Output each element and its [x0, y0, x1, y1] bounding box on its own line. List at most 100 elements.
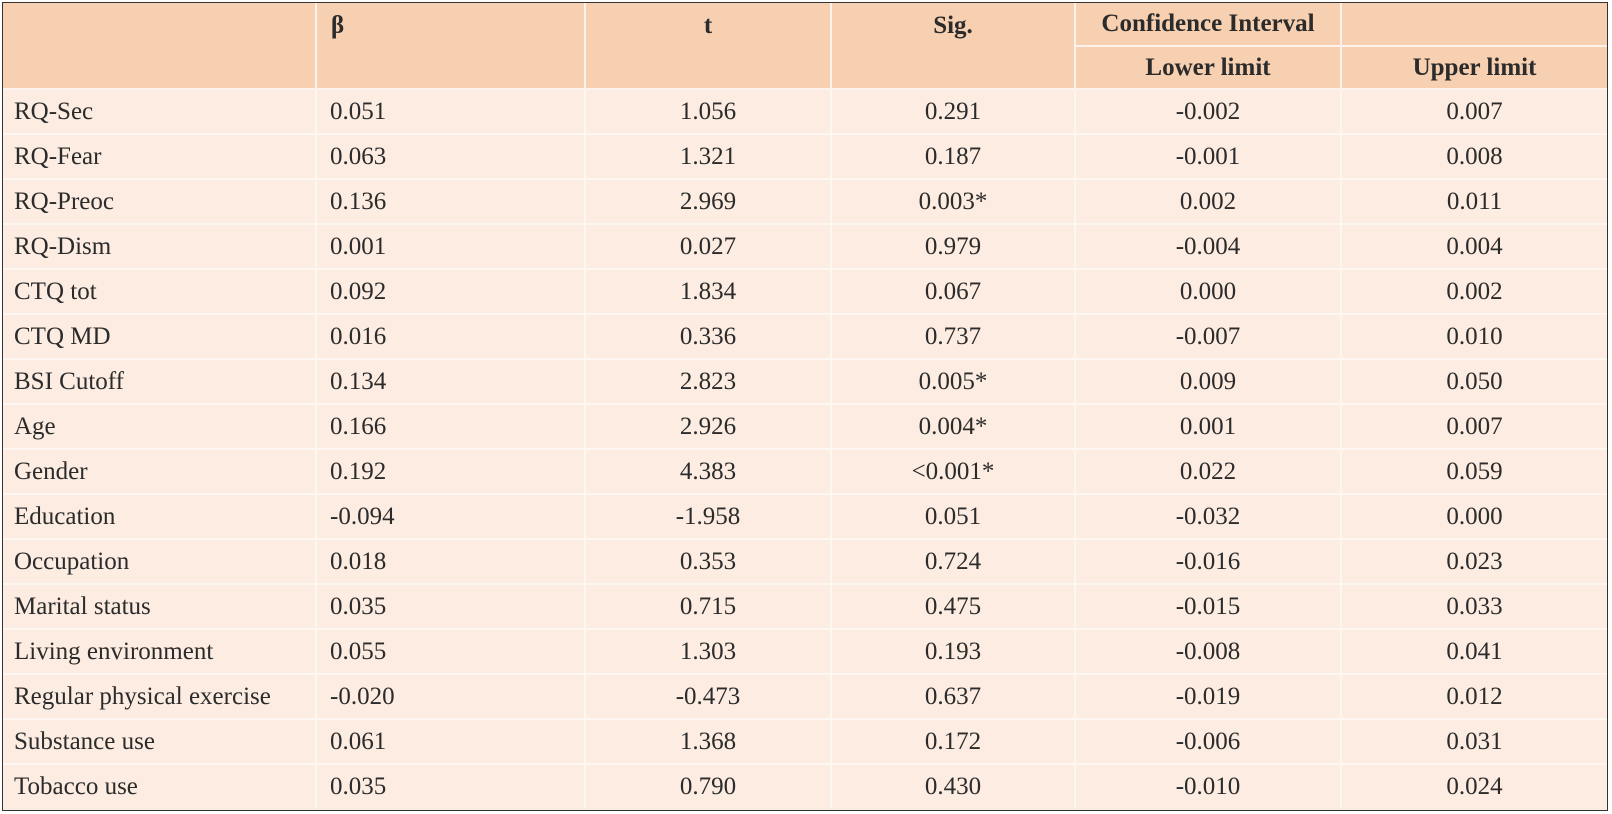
cell-upper-limit: 0.050 — [1341, 359, 1607, 405]
cell-beta: 0.016 — [316, 314, 586, 360]
header-confidence-interval-spacer — [1341, 3, 1607, 47]
cell-upper-limit: 0.023 — [1341, 539, 1607, 585]
row-label: Living environment — [3, 629, 317, 675]
cell-beta: 0.055 — [316, 629, 586, 675]
cell-beta: 0.063 — [316, 134, 586, 180]
table-row: Age 0.166 2.926 0.004* 0.001 0.007 — [3, 404, 1607, 450]
cell-t: 0.790 — [585, 764, 832, 808]
cell-sig: <0.001* — [831, 449, 1076, 495]
table-row: CTQ MD 0.016 0.336 0.737 -0.007 0.010 — [3, 314, 1607, 360]
cell-beta: -0.020 — [316, 674, 586, 720]
cell-upper-limit: 0.010 — [1341, 314, 1607, 360]
cell-upper-limit: 0.002 — [1341, 269, 1607, 315]
table-body: RQ-Sec 0.051 1.056 0.291 -0.002 0.007 RQ-Fear 0… — [3, 89, 1607, 808]
cell-lower-limit: -0.016 — [1075, 539, 1342, 585]
cell-sig: 0.067 — [831, 269, 1076, 315]
table-row: Regular physical exercise -0.020 -0.473 0.6… — [3, 674, 1607, 720]
table-row: BSI Cutoff 0.134 2.823 0.005* 0.009 0.050 — [3, 359, 1607, 405]
cell-upper-limit: 0.059 — [1341, 449, 1607, 495]
row-label: CTQ MD — [3, 314, 317, 360]
row-label: Regular physical exercise — [3, 674, 317, 720]
cell-upper-limit: 0.007 — [1341, 89, 1607, 135]
cell-lower-limit: -0.002 — [1075, 89, 1342, 135]
cell-upper-limit: 0.041 — [1341, 629, 1607, 675]
cell-lower-limit: -0.007 — [1075, 314, 1342, 360]
row-label: RQ-Sec — [3, 89, 317, 135]
cell-beta: 0.166 — [316, 404, 586, 450]
row-label: Education — [3, 494, 317, 540]
cell-lower-limit: 0.002 — [1075, 179, 1342, 225]
cell-sig: 0.051 — [831, 494, 1076, 540]
cell-t: 1.303 — [585, 629, 832, 675]
row-label: Occupation — [3, 539, 317, 585]
cell-t: 4.383 — [585, 449, 832, 495]
cell-lower-limit: -0.008 — [1075, 629, 1342, 675]
cell-sig: 0.004* — [831, 404, 1076, 450]
cell-sig: 0.475 — [831, 584, 1076, 630]
cell-lower-limit: 0.000 — [1075, 269, 1342, 315]
row-label: RQ-Preoc — [3, 179, 317, 225]
cell-beta: 0.035 — [316, 764, 586, 808]
cell-beta: 0.035 — [316, 584, 586, 630]
cell-t: 0.715 — [585, 584, 832, 630]
header-t: t — [585, 3, 832, 90]
row-label: BSI Cutoff — [3, 359, 317, 405]
cell-beta: 0.092 — [316, 269, 586, 315]
table-row: Marital status 0.035 0.715 0.475 -0.015 0.033 — [3, 584, 1607, 630]
cell-beta: 0.134 — [316, 359, 586, 405]
cell-t: -1.958 — [585, 494, 832, 540]
cell-upper-limit: 0.000 — [1341, 494, 1607, 540]
header-lower-limit: Lower limit — [1075, 46, 1342, 90]
table-row: Occupation 0.018 0.353 0.724 -0.016 0.023 — [3, 539, 1607, 585]
header-empty-cell — [3, 3, 317, 90]
cell-beta: 0.001 — [316, 224, 586, 270]
table-row: Gender 0.192 4.383 <0.001* 0.022 0.059 — [3, 449, 1607, 495]
row-label: Tobacco use — [3, 764, 317, 808]
cell-sig: 0.172 — [831, 719, 1076, 765]
table-row: CTQ tot 0.092 1.834 0.067 0.000 0.002 — [3, 269, 1607, 315]
cell-sig: 0.005* — [831, 359, 1076, 405]
header-beta: β — [316, 3, 586, 90]
cell-t: 0.027 — [585, 224, 832, 270]
cell-t: 1.834 — [585, 269, 832, 315]
cell-t: 1.368 — [585, 719, 832, 765]
cell-lower-limit: -0.032 — [1075, 494, 1342, 540]
cell-upper-limit: 0.011 — [1341, 179, 1607, 225]
cell-upper-limit: 0.024 — [1446, 772, 1503, 800]
cell-lower-limit: 0.009 — [1075, 359, 1342, 405]
cell-lower-limit: -0.010 — [1075, 764, 1342, 808]
row-label: RQ-Fear — [3, 134, 317, 180]
table-row: Substance use 0.061 1.368 0.172 -0.006 0.031 — [3, 719, 1607, 765]
cell-lower-limit: -0.006 — [1075, 719, 1342, 765]
cell-lower-limit: -0.001 — [1075, 134, 1342, 180]
cell-beta: -0.094 — [316, 494, 586, 540]
table-row: Education -0.094 -1.958 0.051 -0.032 0.000 — [3, 494, 1607, 540]
cell-sig: 0.291 — [831, 89, 1076, 135]
cell-t: 2.823 — [585, 359, 832, 405]
cell-beta: 0.061 — [316, 719, 586, 765]
cell-upper-limit: 0.004 — [1341, 224, 1607, 270]
cell-sig: 0.003* — [831, 179, 1076, 225]
table-row: RQ-Fear 0.063 1.321 0.187 -0.001 0.008 — [3, 134, 1607, 180]
table-row: Living environment 0.055 1.303 0.193 -0.008 0… — [3, 629, 1607, 675]
row-label: CTQ tot — [3, 269, 317, 315]
cell-sig: 0.193 — [831, 629, 1076, 675]
cell-upper-limit: 0.033 — [1341, 584, 1607, 630]
table-header: β t Sig. Confidence Interval Lower limit… — [3, 3, 1607, 90]
cell-lower-limit: 0.001 — [1075, 404, 1342, 450]
regression-table: β t Sig. Confidence Interval Lower limit… — [3, 3, 1607, 808]
header-upper-limit: Upper limit — [1341, 46, 1607, 90]
cell-sig: 0.724 — [831, 539, 1076, 585]
cell-sig: 0.979 — [831, 224, 1076, 270]
cell-t: 0.336 — [585, 314, 832, 360]
cell-lower-limit: -0.019 — [1075, 674, 1342, 720]
cell-beta: 0.136 — [316, 179, 586, 225]
cell-sig: 0.430 — [831, 764, 1076, 808]
row-label: Substance use — [3, 719, 317, 765]
row-label: Marital status — [3, 584, 317, 630]
table-row: RQ-Dism 0.001 0.027 0.979 -0.004 0.004 — [3, 224, 1607, 270]
cell-t: 2.969 — [585, 179, 832, 225]
row-label: RQ-Dism — [3, 224, 317, 270]
header-sig: Sig. — [831, 3, 1076, 90]
